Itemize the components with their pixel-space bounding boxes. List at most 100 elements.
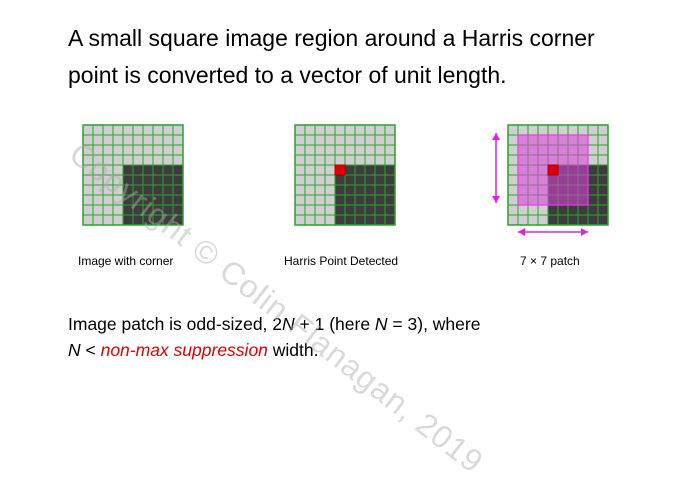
light-pixel xyxy=(304,184,316,196)
light-pixel xyxy=(557,124,569,136)
light-pixel xyxy=(132,144,144,156)
grid-border xyxy=(507,124,609,226)
light-pixel xyxy=(507,124,519,136)
light-pixel xyxy=(344,144,356,156)
dark-pixel xyxy=(122,174,134,186)
light-pixel xyxy=(587,144,599,156)
light-pixel xyxy=(334,124,346,136)
light-pixel xyxy=(92,174,104,186)
dark-pixel xyxy=(384,174,396,186)
light-pixel xyxy=(537,214,549,226)
light-pixel xyxy=(507,134,519,146)
dark-pixel xyxy=(364,174,376,186)
light-pixel xyxy=(354,134,366,146)
dark-pixel xyxy=(384,184,396,196)
light-pixel xyxy=(92,154,104,166)
dark-pixel xyxy=(162,194,174,206)
light-pixel xyxy=(537,204,549,216)
light-pixel xyxy=(304,214,316,226)
light-pixel xyxy=(112,164,124,176)
light-pixel xyxy=(172,124,184,136)
light-pixel xyxy=(507,194,519,206)
dark-pixel xyxy=(334,214,346,226)
light-pixel xyxy=(142,144,154,156)
dark-pixel xyxy=(547,214,559,226)
light-pixel xyxy=(364,154,376,166)
light-pixel xyxy=(507,164,519,176)
light-pixel xyxy=(122,124,134,136)
light-pixel xyxy=(597,144,609,156)
light-pixel xyxy=(294,174,306,186)
light-pixel xyxy=(172,154,184,166)
light-pixel xyxy=(354,154,366,166)
light-pixel xyxy=(112,124,124,136)
dark-pixel xyxy=(122,214,134,226)
pixel-grid xyxy=(294,124,396,226)
dark-pixel xyxy=(152,214,164,226)
light-pixel xyxy=(314,214,326,226)
dark-pixel xyxy=(587,194,599,206)
light-pixel xyxy=(374,134,386,146)
dark-pixel xyxy=(384,214,396,226)
dark-pixel xyxy=(587,184,599,196)
dark-pixel xyxy=(172,174,184,186)
light-pixel xyxy=(587,124,599,136)
dark-pixel xyxy=(354,184,366,196)
note-part2: + 1 (here xyxy=(294,314,375,334)
dark-pixel xyxy=(557,214,569,226)
dark-pixel xyxy=(587,214,599,226)
light-pixel xyxy=(102,144,114,156)
grid-image-with-corner xyxy=(82,124,184,226)
dark-pixel xyxy=(354,164,366,176)
light-pixel xyxy=(364,134,376,146)
light-pixel xyxy=(142,124,154,136)
note-part1: Image patch is odd-sized, 2 xyxy=(68,314,283,334)
light-pixel xyxy=(152,134,164,146)
dark-pixel xyxy=(374,184,386,196)
light-pixel xyxy=(162,134,174,146)
dark-pixel xyxy=(597,204,609,216)
light-pixel xyxy=(82,174,94,186)
light-pixel xyxy=(314,204,326,216)
light-pixel xyxy=(92,134,104,146)
patch-size-note: Image patch is odd-sized, 2N + 1 (here N… xyxy=(68,311,668,363)
light-pixel xyxy=(507,154,519,166)
dark-pixel xyxy=(597,214,609,226)
light-pixel xyxy=(314,184,326,196)
arrow-head-up-icon xyxy=(492,133,500,140)
caption-7x7-patch: 7 × 7 patch xyxy=(520,254,580,268)
dark-pixel xyxy=(354,204,366,216)
harris-corner-point xyxy=(334,164,346,176)
light-pixel xyxy=(304,204,316,216)
light-pixel xyxy=(112,184,124,196)
light-pixel xyxy=(112,144,124,156)
light-pixel xyxy=(537,124,549,136)
grid-border xyxy=(82,124,184,226)
light-pixel xyxy=(102,194,114,206)
light-pixel xyxy=(132,154,144,166)
dark-pixel xyxy=(132,164,144,176)
light-pixel xyxy=(527,124,539,136)
dark-pixel xyxy=(587,204,599,216)
light-pixel xyxy=(344,154,356,166)
light-pixel xyxy=(507,174,519,186)
dark-pixel xyxy=(142,194,154,206)
light-pixel xyxy=(314,154,326,166)
caption-image-with-corner: Image with corner xyxy=(78,254,174,268)
dark-pixel xyxy=(334,204,346,216)
light-pixel xyxy=(304,164,316,176)
light-pixel xyxy=(374,154,386,166)
light-pixel xyxy=(142,154,154,166)
light-pixel xyxy=(102,184,114,196)
light-pixel xyxy=(354,124,366,136)
title-line-2: point is converted to a vector of unit l… xyxy=(68,62,507,88)
light-pixel xyxy=(82,214,94,226)
light-pixel xyxy=(324,184,336,196)
dark-pixel xyxy=(567,214,579,226)
light-pixel xyxy=(587,134,599,146)
light-pixel xyxy=(314,134,326,146)
light-pixel xyxy=(324,194,336,206)
light-pixel xyxy=(597,134,609,146)
dark-pixel xyxy=(122,164,134,176)
light-pixel xyxy=(102,214,114,226)
